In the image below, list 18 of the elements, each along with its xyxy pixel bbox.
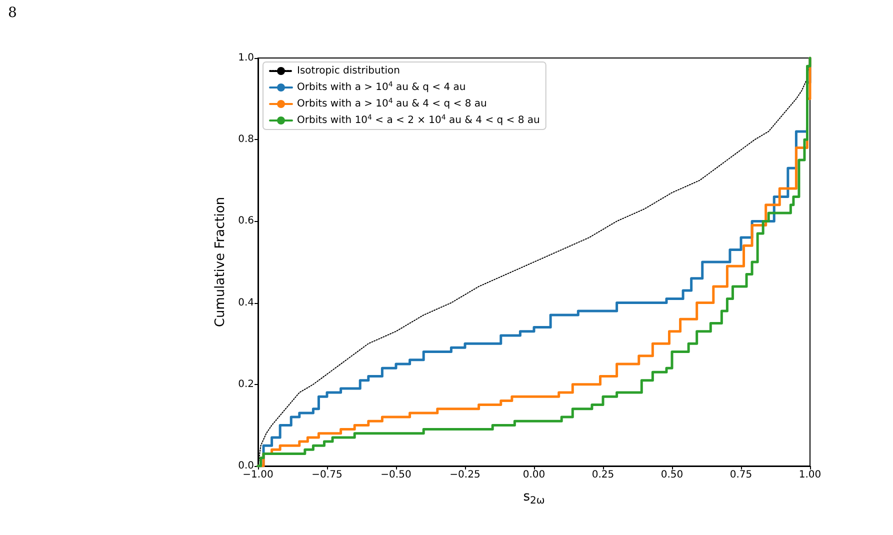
x-tick-label: −0.25: [450, 470, 480, 480]
x-tick-label: −0.75: [312, 470, 342, 480]
x-tick-label: −1.00: [242, 470, 274, 480]
y-tick-label: 1.0: [238, 52, 254, 64]
x-tick-label: −0.50: [380, 470, 412, 480]
y-axis-title: Cumulative Fraction: [213, 196, 228, 328]
x-tick-label: 0.75: [730, 470, 752, 480]
y-tick-label: 0.2: [238, 378, 254, 390]
y-tick-label: 0.4: [238, 297, 254, 308]
y-tick-label: 0.8: [238, 134, 254, 146]
x-tick-label: 0.50: [660, 470, 684, 480]
y-tick-label: 0.0: [238, 460, 254, 472]
x-tick-label: 0.00: [522, 470, 546, 480]
x-tick-label: 0.25: [592, 470, 614, 480]
x-tick-label: 1.00: [798, 470, 822, 480]
y-tick-label: 0.6: [238, 216, 254, 227]
legend-label: Isotropic distribution: [297, 66, 400, 76]
text: 8: [8, 5, 17, 21]
